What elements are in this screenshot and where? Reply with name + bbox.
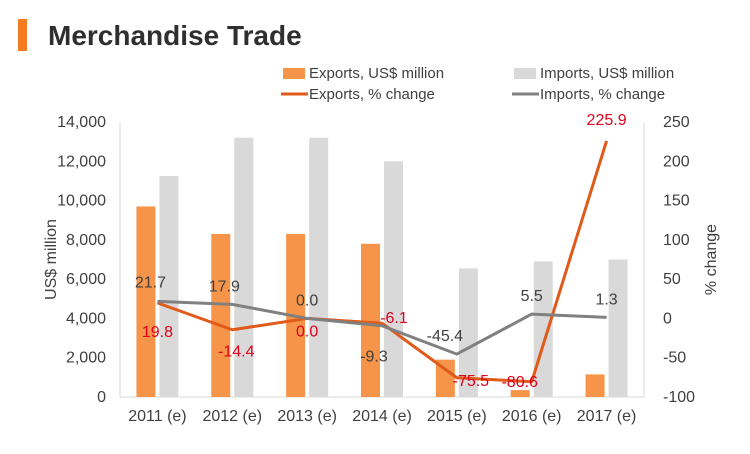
export-bar [211,233,231,397]
export-bar [136,206,156,397]
y-tick-label: 10,000 [57,193,106,210]
y-tick-label: 2,000 [66,350,106,367]
y-tick-label: 12,000 [57,153,106,170]
y2-axis-label: % change [703,224,720,295]
imports-change-label: 1.3 [595,291,617,308]
x-tick-label: 2015 (e) [427,408,487,425]
x-tick-label: 2017 (e) [577,408,637,425]
legend-label: Imports, % change [540,86,665,103]
x-tick-label: 2014 (e) [352,408,412,425]
exports-change-label: -80.6 [501,374,538,391]
x-tick-label: 2016 (e) [502,408,562,425]
y2-tick-label: 100 [663,232,690,249]
exports-change-label: 225.9 [587,112,627,129]
legend-swatch [514,68,536,79]
import-bar [309,137,329,397]
export-bar [361,243,380,397]
export-bar [510,390,530,397]
imports-change-label: -9.3 [360,349,388,366]
export-bar [585,374,605,397]
exports-change-label: -14.4 [218,344,255,361]
page-title: Merchandise Trade [48,20,302,51]
imports-change-label: -45.4 [427,328,464,345]
exports-change-label: 0.0 [296,323,318,340]
exports-change-label: -6.1 [380,310,408,327]
exports-change-line [156,140,609,384]
x-tick-label: 2013 (e) [277,408,337,425]
exports-change-label: 19.8 [142,324,173,341]
import-bar [159,176,179,397]
exports-change-label: -75.5 [453,373,490,390]
y-tick-label: 4,000 [66,310,106,327]
imports-change-label: 17.9 [209,278,240,295]
y-tick-label: 0 [97,389,106,406]
title-accent-bar [18,19,27,51]
y-tick-label: 14,000 [57,114,106,131]
legend-swatch [283,68,305,79]
y2-tick-label: 250 [663,114,690,131]
imports-change-label: 21.7 [135,274,166,291]
imports-change-label: 0.0 [296,292,318,309]
y-tick-label: 8,000 [66,232,106,249]
y2-tick-label: -50 [663,350,686,367]
y2-tick-label: 0 [663,310,672,327]
import-bar [458,268,478,397]
x-tick-label: 2011 (e) [128,408,186,425]
legend-label: Exports, % change [309,86,435,103]
y2-tick-label: 50 [663,271,681,288]
legend-label: Exports, US$ million [309,65,444,82]
x-tick-label: 2012 (e) [202,408,262,425]
y2-tick-label: 150 [663,193,690,210]
y2-tick-label: -100 [663,389,695,406]
imports-change-label: 5.5 [521,288,543,305]
legend-label: Imports, US$ million [540,65,674,82]
import-bar [384,161,403,397]
imports-change-line [157,299,607,356]
y2-tick-label: 200 [663,153,690,170]
import-bar [234,137,254,397]
y-axis-label: US$ million [43,219,60,300]
import-bar [608,259,628,397]
export-bar [435,359,455,397]
y-tick-label: 6,000 [66,271,106,288]
